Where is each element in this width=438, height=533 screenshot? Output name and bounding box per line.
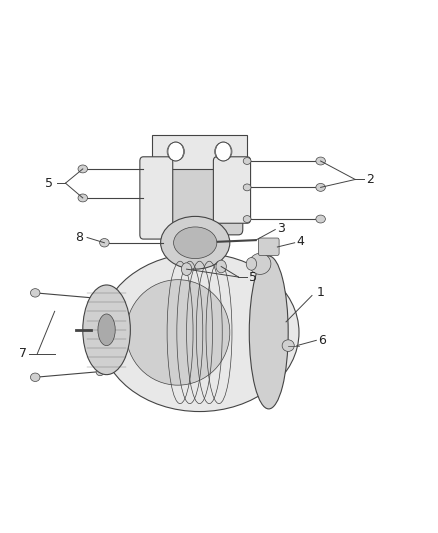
Text: 3: 3: [277, 222, 285, 235]
Ellipse shape: [316, 215, 325, 223]
Ellipse shape: [173, 227, 217, 259]
Ellipse shape: [78, 165, 88, 173]
FancyBboxPatch shape: [140, 157, 173, 239]
Ellipse shape: [243, 216, 251, 222]
Ellipse shape: [126, 280, 230, 385]
Text: 2: 2: [366, 173, 374, 186]
Ellipse shape: [96, 368, 104, 376]
Ellipse shape: [316, 157, 325, 165]
Ellipse shape: [78, 194, 88, 202]
Ellipse shape: [100, 239, 109, 247]
Ellipse shape: [96, 294, 104, 302]
Ellipse shape: [98, 314, 115, 345]
Ellipse shape: [249, 253, 271, 274]
Ellipse shape: [249, 256, 288, 409]
Circle shape: [216, 260, 226, 273]
Text: 7: 7: [18, 347, 27, 360]
Ellipse shape: [100, 253, 299, 411]
Circle shape: [215, 142, 231, 161]
Text: 1: 1: [316, 286, 324, 300]
Text: 5: 5: [249, 271, 257, 284]
FancyBboxPatch shape: [213, 157, 251, 223]
FancyBboxPatch shape: [152, 135, 247, 169]
Ellipse shape: [83, 285, 131, 375]
Ellipse shape: [161, 216, 230, 269]
Text: 5: 5: [45, 176, 53, 190]
FancyBboxPatch shape: [156, 156, 243, 235]
Ellipse shape: [243, 158, 251, 165]
Text: 6: 6: [318, 334, 326, 347]
Circle shape: [246, 257, 257, 270]
Ellipse shape: [31, 373, 40, 382]
Ellipse shape: [282, 340, 294, 351]
Ellipse shape: [243, 184, 251, 191]
Ellipse shape: [31, 289, 40, 297]
Text: 8: 8: [75, 231, 83, 244]
Circle shape: [168, 142, 184, 161]
FancyBboxPatch shape: [258, 238, 279, 255]
Ellipse shape: [316, 183, 325, 191]
Text: 4: 4: [297, 235, 305, 248]
Circle shape: [181, 263, 192, 276]
